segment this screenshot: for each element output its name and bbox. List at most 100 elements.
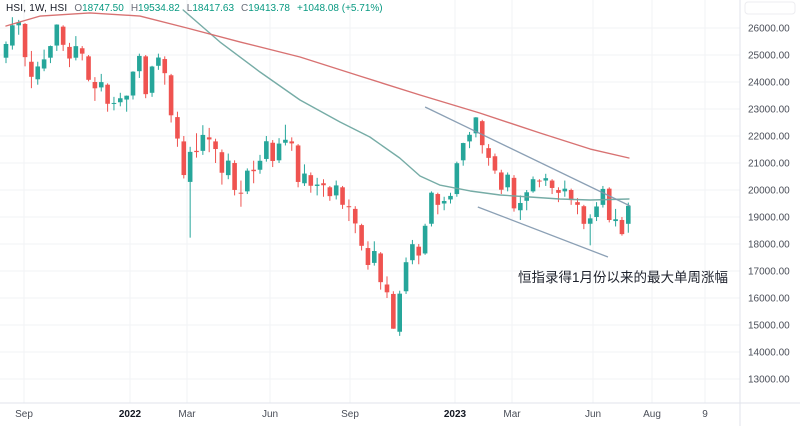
candle-body: [454, 163, 460, 195]
candle-body: [581, 206, 587, 224]
time-axis-label[interactable]: Aug: [643, 409, 661, 420]
time-axis-label[interactable]: Mar: [178, 409, 196, 420]
candle-body: [213, 141, 218, 150]
price-axis-label[interactable]: 23000.00: [748, 105, 790, 116]
candle-body: [111, 102, 117, 104]
time-axis-label[interactable]: 2022: [119, 409, 142, 420]
candle-body: [403, 262, 409, 292]
candle-body: [232, 163, 237, 190]
candle-body: [86, 56, 91, 80]
candle-body: [530, 179, 536, 192]
time-axis-label[interactable]: 2023: [444, 409, 467, 420]
candle-body: [372, 251, 377, 263]
time-axis-label[interactable]: Sep: [15, 409, 33, 420]
candle-body: [606, 188, 612, 220]
candle-body: [448, 195, 453, 200]
candle-body: [429, 192, 434, 224]
candle-body: [365, 248, 371, 265]
price-axis-label[interactable]: 22000.00: [748, 132, 790, 143]
trend-line[interactable]: [477, 206, 609, 258]
candle-body: [441, 200, 447, 204]
candle-body: [54, 24, 60, 46]
candle-body: [460, 143, 466, 161]
high-value: H19534.82: [130, 3, 180, 14]
candle-body: [276, 143, 282, 161]
price-axis-label[interactable]: 15000.00: [748, 321, 790, 332]
time-axis-label[interactable]: Sep: [341, 409, 359, 420]
candle-body: [264, 141, 269, 159]
candle-body: [225, 160, 231, 176]
price-axis-label[interactable]: 13000.00: [748, 375, 790, 386]
candle-body: [410, 244, 415, 261]
time-axis-label[interactable]: Jun: [585, 409, 601, 420]
candle-body: [422, 225, 428, 254]
trend-line[interactable]: [424, 106, 631, 207]
candle-body: [333, 185, 339, 196]
price-axis-label[interactable]: 17000.00: [748, 267, 790, 278]
price-axis-label[interactable]: 20000.00: [748, 186, 790, 197]
change-value: +1048.08 (+5.71%): [297, 3, 383, 14]
time-axis-label[interactable]: 9: [702, 409, 708, 420]
candle-body: [289, 141, 295, 144]
time-axis-label[interactable]: Jun: [262, 409, 278, 420]
candle-body: [467, 134, 472, 142]
price-axis-label[interactable]: 18000.00: [748, 240, 790, 251]
time-axis-label[interactable]: Mar: [503, 409, 521, 420]
chart-annotation: 恒指录得1月份以来的最大单周涨幅: [518, 270, 729, 285]
candle-body: [511, 177, 517, 209]
candle-body: [194, 150, 199, 153]
candle-body: [156, 57, 161, 66]
candle-body: [200, 134, 206, 151]
price-axis-label[interactable]: 16000.00: [748, 294, 790, 305]
close-value: C19413.78: [241, 3, 290, 14]
symbol-legend: HSI, 1W, HSI O18747.50 H19534.82 L18417.…: [6, 3, 383, 14]
candle-body: [340, 187, 345, 205]
candle-body: [518, 202, 523, 211]
candle-body: [314, 184, 320, 186]
price-axis-label[interactable]: 26000.00: [748, 24, 790, 35]
candle-body: [79, 48, 85, 54]
price-axis-label[interactable]: 14000.00: [748, 348, 790, 359]
candle-body: [556, 190, 561, 193]
candle-body: [270, 142, 275, 161]
candle-body: [594, 206, 599, 217]
candle-body: [327, 187, 333, 197]
price-axis-label[interactable]: 25000.00: [748, 51, 790, 62]
price-axis-label[interactable]: 21000.00: [748, 159, 790, 170]
candle-body: [130, 71, 136, 96]
axis-top-box[interactable]: [744, 1, 796, 15]
candle-body: [48, 46, 53, 58]
candle-body: [98, 82, 104, 88]
candle-body: [486, 148, 491, 158]
candle-body: [435, 194, 441, 205]
price-axis-label[interactable]: 19000.00: [748, 213, 790, 224]
candle-body: [543, 178, 549, 181]
moving-average-red[interactable]: [5, 12, 630, 159]
candle-body: [60, 26, 66, 45]
symbol-title[interactable]: HSI, 1W, HSI: [6, 3, 68, 14]
price-axis-label[interactable]: 24000.00: [748, 78, 790, 89]
candle-body: [175, 117, 180, 139]
candle-body: [35, 66, 41, 80]
candle-body: [600, 188, 606, 205]
candle-body: [283, 139, 288, 143]
candle-body: [219, 152, 225, 173]
moving-average-teal[interactable]: [182, 9, 630, 201]
candle-body: [308, 175, 314, 186]
candle-body: [321, 183, 326, 186]
candle-body: [118, 98, 123, 103]
candle-body: [416, 246, 422, 256]
candle-body: [391, 293, 396, 329]
candle-body: [499, 172, 504, 190]
candle-body: [124, 95, 129, 100]
candle-body: [587, 218, 593, 224]
candle-body: [568, 190, 574, 201]
candle-body: [168, 75, 174, 116]
candle-body: [92, 82, 98, 89]
candle-body: [67, 46, 72, 59]
candle-body: [384, 284, 390, 293]
candle-body: [149, 66, 155, 93]
candle-body: [3, 43, 9, 58]
